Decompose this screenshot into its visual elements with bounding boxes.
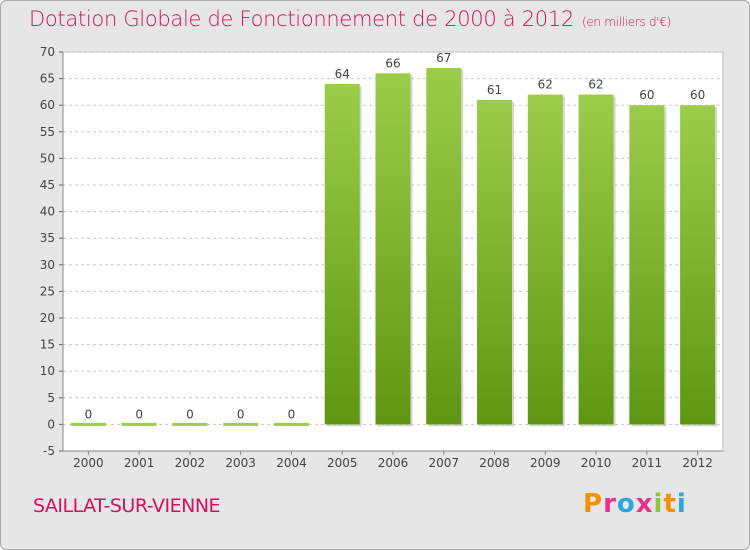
- x-tick-label: 2012: [682, 456, 713, 470]
- x-tick-label: 2001: [124, 456, 155, 470]
- x-tick-label: 2006: [378, 456, 409, 470]
- bar: [426, 67, 462, 425]
- data-label: 62: [588, 78, 603, 92]
- bar: [273, 422, 309, 426]
- data-label: 66: [385, 56, 400, 70]
- y-tick-label: 25: [40, 284, 55, 298]
- logo-letter: r: [603, 489, 617, 519]
- data-label: 61: [487, 83, 502, 97]
- x-tick-label: 2007: [428, 456, 459, 470]
- x-tick-label: 2003: [225, 456, 256, 470]
- y-tick-label: 40: [40, 205, 55, 219]
- y-tick-label: 60: [40, 98, 55, 112]
- data-label: 64: [335, 67, 350, 81]
- y-tick-label: 20: [40, 311, 55, 325]
- bar: [121, 422, 157, 426]
- chart-title: Dotation Globale de Fonctionnement de 20…: [29, 7, 671, 31]
- logo-letter: x: [635, 489, 654, 519]
- commune-name: SAILLAT-SUR-VIENNE: [33, 495, 221, 517]
- bar: [70, 422, 106, 426]
- x-tick-label: 2009: [530, 456, 561, 470]
- bar: [527, 94, 563, 425]
- data-label: 0: [135, 407, 143, 421]
- logo-letter: t: [663, 489, 677, 519]
- x-tick-label: 2010: [581, 456, 612, 470]
- y-tick-label: 10: [40, 364, 55, 378]
- x-tick-label: 2000: [73, 456, 104, 470]
- y-tick-label: 65: [40, 72, 55, 86]
- bar: [477, 99, 513, 425]
- data-label: 0: [288, 407, 296, 421]
- chart-unit: (en milliers d'€): [581, 15, 671, 29]
- y-tick-label: 70: [40, 45, 55, 59]
- bar: [680, 105, 716, 425]
- logo-letter: P: [583, 489, 604, 519]
- y-tick-label: 30: [40, 258, 55, 272]
- data-label: 67: [436, 51, 451, 65]
- bar: [324, 83, 360, 425]
- y-tick-label: 0: [47, 417, 55, 431]
- x-tick-label: 2008: [479, 456, 510, 470]
- y-tick-label: 5: [47, 391, 55, 405]
- x-tick-label: 2005: [327, 456, 358, 470]
- x-tick-label: 2004: [276, 456, 307, 470]
- chart-title-text: Dotation Globale de Fonctionnement de 20…: [29, 7, 574, 31]
- bar: [223, 422, 259, 426]
- data-label: 0: [186, 407, 194, 421]
- data-label: 60: [690, 88, 705, 102]
- data-label: 0: [85, 407, 93, 421]
- logo-letter: i: [676, 489, 687, 519]
- proxiti-logo: Proxiti: [583, 489, 687, 519]
- y-tick-label: 55: [40, 125, 55, 139]
- bar: [578, 94, 614, 425]
- logo-letter: o: [616, 489, 636, 519]
- bar: [629, 105, 665, 425]
- y-tick-label: 35: [40, 231, 55, 245]
- bar: [375, 73, 411, 425]
- logo-letter: i: [653, 489, 664, 519]
- x-tick-label: 2011: [632, 456, 663, 470]
- data-label: 60: [639, 88, 654, 102]
- y-tick-label: 45: [40, 178, 55, 192]
- x-tick-label: 2002: [175, 456, 206, 470]
- data-label: 0: [237, 407, 245, 421]
- y-tick-label: -5: [43, 444, 55, 458]
- data-label: 62: [538, 78, 553, 92]
- y-tick-label: 15: [40, 338, 55, 352]
- bar: [172, 422, 208, 426]
- y-tick-label: 50: [40, 151, 55, 165]
